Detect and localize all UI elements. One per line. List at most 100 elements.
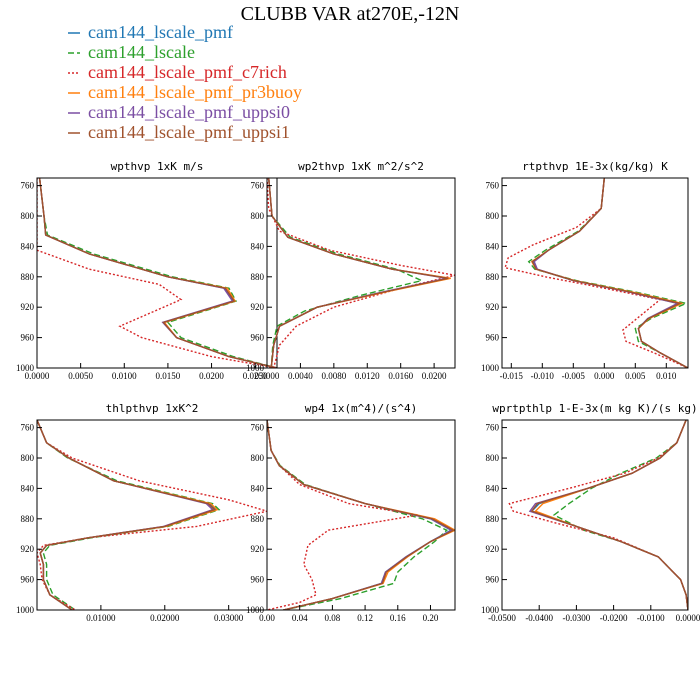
series-line	[37, 178, 277, 368]
y-tick-label: 840	[251, 241, 265, 251]
panel-title: wprtpthlp 1-E-3x(m kg K)/(s kg)	[492, 402, 697, 415]
y-tick-label: 880	[21, 272, 35, 282]
legend-entry: cam144_lscale_pmf_c7rich	[68, 62, 287, 82]
panel-title: wp2thvp 1xK m^2/s^2	[298, 160, 424, 173]
y-tick-label: 920	[486, 544, 500, 554]
series-line	[268, 178, 449, 368]
series-line	[527, 178, 688, 368]
x-tick-label: 0.000	[594, 371, 615, 381]
chart-panel: wpthvp 1xK m/s76080084088092096010000.00…	[16, 160, 278, 381]
y-tick-label: 920	[251, 544, 265, 554]
y-tick-label: 760	[21, 181, 35, 191]
y-tick-label: 960	[21, 333, 35, 343]
y-tick-label: 880	[21, 514, 35, 524]
x-tick-label: 0.010	[656, 371, 677, 381]
series-line	[267, 178, 455, 368]
y-tick-label: 840	[486, 241, 500, 251]
axis-frame	[36, 419, 268, 611]
x-tick-label: 0.0200	[422, 371, 447, 381]
x-tick-label: 0.16	[390, 613, 406, 623]
x-tick-label: 0.08	[325, 613, 341, 623]
x-tick-label: 0.12	[357, 613, 373, 623]
series-line	[530, 178, 688, 368]
y-tick-label: 760	[251, 181, 265, 191]
series-line	[534, 420, 688, 610]
y-tick-label: 880	[251, 514, 265, 524]
x-tick-label: 0.0080	[321, 371, 346, 381]
series-line	[267, 420, 453, 610]
legend: cam144_lscale_pmfcam144_lscalecam144_lsc…	[68, 22, 302, 142]
legend-entry: cam144_lscale	[68, 42, 195, 62]
y-tick-label: 1000	[246, 363, 265, 373]
series-line	[37, 420, 216, 610]
x-tick-label: 0.0150	[156, 371, 181, 381]
y-tick-label: 1000	[16, 363, 35, 373]
x-tick-label: 0.03000	[214, 613, 244, 623]
series-line	[38, 178, 277, 368]
series-line	[37, 420, 221, 610]
y-tick-label: 880	[251, 272, 265, 282]
series-line	[37, 420, 267, 610]
y-tick-label: 800	[486, 211, 500, 221]
series-line	[533, 178, 688, 368]
x-tick-label: 0.20	[423, 613, 439, 623]
series-line	[37, 420, 219, 610]
x-tick-label: 0.00	[259, 613, 275, 623]
y-tick-label: 920	[251, 302, 265, 312]
chart-panel: wprtpthlp 1-E-3x(m kg K)/(s kg) 760 800 840…	[481, 402, 700, 623]
x-tick-label: 0.02000	[150, 613, 180, 623]
y-tick-label: 920	[486, 302, 500, 312]
x-tick-label: 0.0200	[199, 371, 224, 381]
y-tick-label: 840	[486, 483, 500, 493]
x-tick-label: -0.0300	[563, 613, 591, 623]
y-tick-label: 800	[21, 453, 35, 463]
y-tick-label: 920	[21, 302, 35, 312]
y-tick-label: 880	[486, 272, 500, 282]
y-tick-label: 840	[21, 241, 35, 251]
chart-panels: wpthvp 1xK m/s76080084088092096010000.00…	[16, 160, 700, 623]
legend-entry: cam144_lscale_pmf_uppsi1	[68, 122, 290, 142]
legend-label: cam144_lscale_pmf_uppsi0	[88, 102, 290, 122]
series-line	[504, 178, 688, 368]
panel-title: wpthvp 1xK m/s	[111, 160, 204, 173]
panel-title: thlpthvp 1xK^2	[106, 402, 199, 415]
chart-panel: wp4 1x(m^4)/(s^4)76080084088092096010000…	[246, 402, 456, 623]
legend-entry: cam144_lscale_pmf	[68, 22, 233, 42]
series-line	[38, 178, 277, 368]
axis-frame	[501, 177, 689, 369]
x-tick-label: 0.0250	[243, 371, 268, 381]
x-tick-label: 0.0160	[388, 371, 413, 381]
y-tick-label: 760	[21, 423, 35, 433]
axis-frame	[36, 177, 278, 369]
x-tick-label: 0.0000	[255, 371, 280, 381]
x-tick-label: 0.04	[292, 613, 308, 623]
x-tick-label: -0.0500	[488, 613, 516, 623]
series-line	[532, 178, 688, 368]
series-line	[268, 178, 450, 368]
y-tick-label: 1000	[16, 605, 35, 615]
series-line	[37, 420, 218, 610]
legend-label: cam144_lscale_pmf_c7rich	[88, 62, 287, 82]
panel-title: rtpthvp 1E-3x(kg/kg) K	[522, 160, 668, 173]
x-tick-label: -0.0200	[600, 613, 628, 623]
legend-entry: cam144_lscale_pmf_uppsi0	[68, 102, 290, 122]
y-tick-label: 800	[21, 211, 35, 221]
x-tick-label: 0.0050	[68, 371, 93, 381]
x-tick-label: -0.0100	[637, 613, 665, 623]
series-line	[267, 420, 455, 610]
axis-frame	[266, 177, 456, 369]
legend-entry: cam144_lscale_pmf_pr3buoy	[68, 82, 302, 102]
y-tick-label: 800	[486, 453, 500, 463]
chart-panel: wp2thvp 1xK m^2/s^2 760 800 840 880 920 960 100…	[246, 160, 456, 381]
x-tick-label: 0.01000	[86, 613, 116, 623]
x-tick-label: 0.0120	[355, 371, 380, 381]
y-tick-label: 960	[21, 575, 35, 585]
y-tick-label: 960	[251, 575, 265, 585]
y-tick-label: 760	[486, 423, 500, 433]
series-line	[268, 178, 451, 368]
series-line	[267, 420, 455, 610]
y-tick-label: 1000	[481, 363, 500, 373]
y-tick-label: 960	[251, 333, 265, 343]
x-tick-label: 0.0040	[288, 371, 313, 381]
x-tick-label: -0.005	[562, 371, 586, 381]
